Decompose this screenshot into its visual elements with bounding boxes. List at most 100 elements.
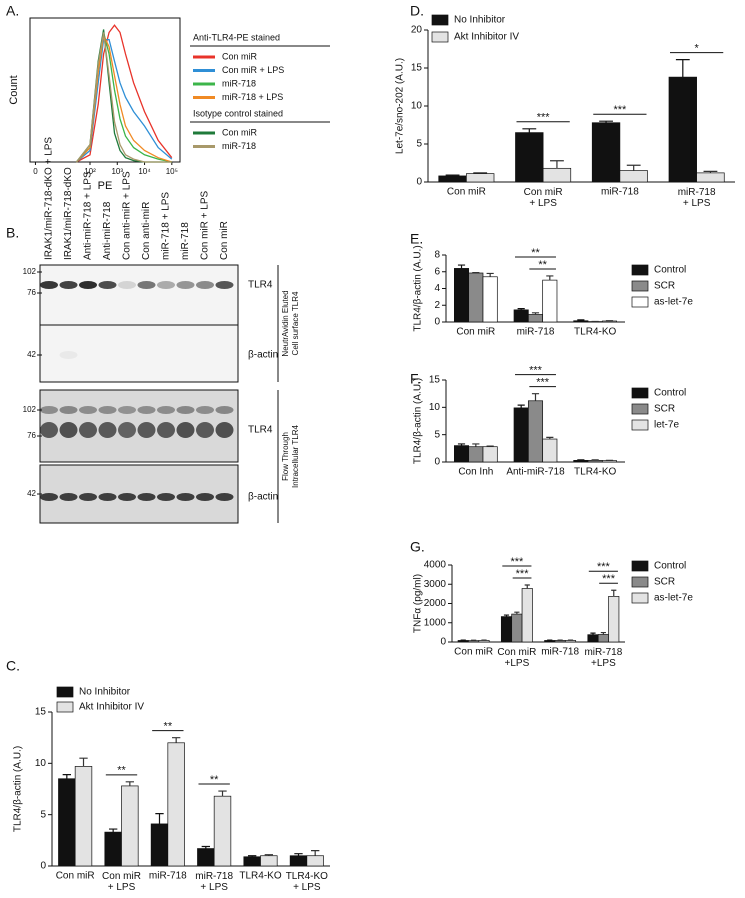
y-axis-label: TLR4/β-actin (A.U.) [413,245,424,331]
significance-label: *** [510,556,524,568]
legend-swatch [631,280,649,292]
blot-band [40,406,58,414]
bar [573,460,589,463]
histogram-curve [75,38,173,163]
section-label: NeutrAvidin Eluted [281,290,290,356]
legend-label: Con miR [222,127,258,137]
bar [454,445,470,463]
blot-band [215,422,234,438]
error-bar [546,275,554,281]
error-bar [524,584,530,589]
marker-label: 76 [27,431,36,440]
blot-band [137,493,156,501]
bar [587,460,603,463]
legend-label: Control [654,265,686,276]
x-tick-label: TLR4-KO [239,871,281,882]
blot-band [215,281,234,289]
lane-label: Con anti-miR [141,202,152,260]
bar [544,640,556,643]
bar [468,446,484,463]
bar [260,855,278,867]
y-tick-label: 15 [411,63,423,74]
y-tick-label: 10 [411,101,423,112]
bar [608,596,620,643]
error-bar [486,445,494,447]
bar [513,309,529,323]
bar [668,76,697,183]
blot-band [157,493,175,501]
significance-label: ** [531,247,540,259]
error-bar [108,828,118,833]
lane-label: IRAK1/miR-718-dKO + LPS [44,137,55,260]
significance-label: *** [597,561,611,573]
x-tick-label: 10⁵ [166,167,178,176]
error-bar [675,59,690,78]
band-label: TLR4 [248,280,273,291]
panel-label: G. [410,539,425,555]
x-tick-label: Con miR [447,187,486,198]
y-tick-label: 0 [416,177,422,188]
bar [58,778,76,867]
blot-band [98,493,117,501]
band-label: β-actin [248,492,278,503]
blot-band [137,281,156,289]
bar [121,785,139,867]
bar [482,276,498,323]
x-tick-label: miR-718 [601,187,639,198]
error-bar [311,850,320,856]
error-bar [172,737,181,743]
y-tick-label: 5 [434,429,440,440]
blot-band [40,422,58,438]
blot-band [176,406,195,414]
bar [243,856,261,867]
error-bar [517,404,525,408]
blot-band [157,422,175,438]
y-tick-label: 6 [434,266,440,277]
legend-swatch [431,31,449,43]
blot-band [59,281,78,289]
legend-swatch [631,560,649,572]
y-axis-label: Count [8,75,20,104]
error-bar [445,174,460,176]
bar [482,446,498,463]
blot-band [137,406,156,414]
legend-swatch [631,419,649,431]
y-tick-label: 20 [411,25,423,36]
error-bar [577,459,585,461]
blot-band [98,406,117,414]
blot-band [196,422,214,438]
error-bar [546,436,554,440]
error-bar [517,308,525,310]
legend-label: let-7e [654,420,679,431]
histogram-curve [76,24,173,163]
legend-label: Control [654,388,686,399]
x-tick-label: miR-718 [541,647,579,658]
lane-label: IRAK1/miR-718-dKO [63,167,74,260]
legend-swatch [56,701,74,713]
histogram-curve [75,33,172,163]
y-axis-label: Let-7e/sno-202 (A.U.) [395,58,406,154]
bar [213,795,232,867]
x-tick-label: Con miR +LPS [497,647,536,669]
blot-band [59,422,78,438]
marker-label: 42 [27,489,36,498]
y-tick-label: 1000 [424,617,447,628]
significance-label: *** [516,568,530,580]
y-tick-label: 10 [35,758,47,769]
error-bar [626,164,641,171]
error-bar [522,128,537,133]
blot-band [196,406,214,414]
band-label: β-actin [248,350,278,361]
y-tick-label: 4000 [424,560,447,571]
lane-label: miR-718 + LPS [161,192,172,260]
bar [573,320,589,323]
blot-panel [39,264,239,326]
error-bar [457,264,466,269]
error-bar [264,854,274,856]
legend-heading: Isotype control stained [193,108,283,118]
bar [306,855,324,867]
significance-label: * [694,43,699,55]
error-bar [79,757,88,767]
bar [74,766,93,867]
legend-label: SCR [654,281,675,292]
